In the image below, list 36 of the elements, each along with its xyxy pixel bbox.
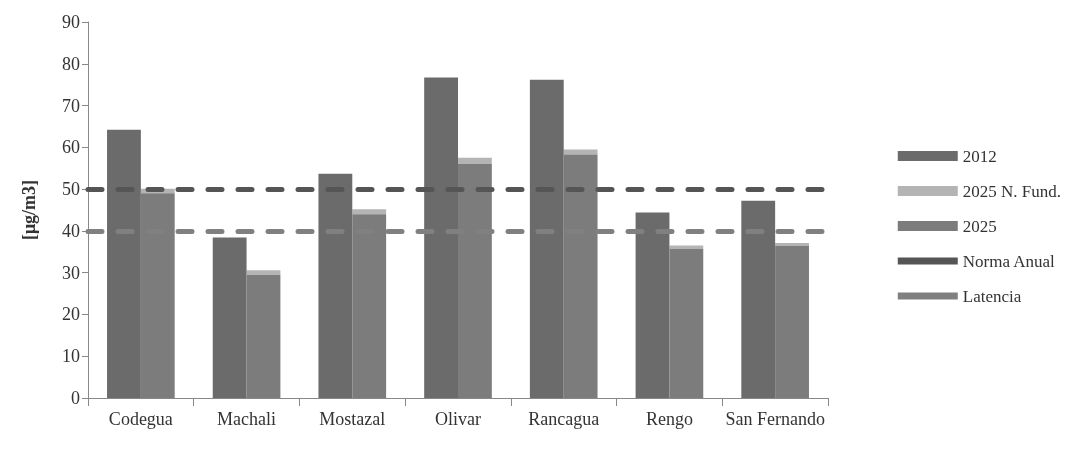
y-tick-label: 90 — [62, 12, 80, 32]
x-tick-label: Olivar — [435, 409, 481, 429]
y-tick-label: 60 — [62, 137, 80, 158]
bar — [458, 157, 492, 165]
legend-label: 2012 — [962, 146, 997, 166]
bar — [635, 212, 670, 398]
y-axis-title: [μg/m3] — [19, 179, 39, 241]
bar — [212, 237, 247, 398]
y-tick-label: 50 — [62, 179, 80, 200]
y-tick-label: 0 — [71, 388, 80, 408]
bar — [563, 149, 598, 155]
x-tick-label: Mostazal — [319, 409, 386, 429]
y-tick-label: 80 — [62, 53, 80, 74]
bar — [669, 245, 704, 249]
y-tick-label: 10 — [62, 346, 80, 367]
bar — [352, 209, 387, 215]
legend-label: Latencia — [962, 286, 1022, 306]
y-tick-label: 20 — [62, 304, 80, 325]
x-tick-label: Codegua — [108, 409, 173, 429]
legend-label: 2025 — [962, 216, 997, 236]
bar — [107, 129, 141, 398]
x-tick-label: Machali — [217, 409, 277, 429]
y-tick-label: 70 — [62, 95, 80, 116]
bar — [424, 77, 458, 398]
bar — [246, 270, 281, 275]
x-tick-label: San Fernando — [725, 409, 825, 429]
bar — [318, 173, 353, 398]
x-tick-label: Rengo — [645, 409, 693, 429]
legend-label: Norma Anual — [962, 251, 1056, 271]
legend-label: 2025 N. Fund. — [962, 181, 1061, 201]
bar — [529, 79, 564, 398]
bar — [775, 243, 809, 246]
y-tick-label: 40 — [62, 220, 80, 241]
y-tick-label: 30 — [62, 262, 80, 283]
bar — [741, 200, 776, 398]
x-tick-label: Rancagua — [528, 409, 600, 429]
